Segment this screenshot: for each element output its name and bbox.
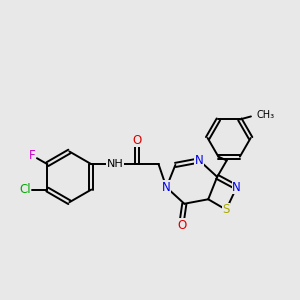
Text: F: F <box>29 149 36 162</box>
Text: CH₃: CH₃ <box>256 110 274 120</box>
Text: O: O <box>177 219 187 232</box>
Text: N: N <box>232 181 241 194</box>
Text: O: O <box>132 134 142 147</box>
Text: Cl: Cl <box>19 183 31 196</box>
Text: S: S <box>223 203 230 216</box>
Text: N: N <box>195 154 204 167</box>
Text: NH: NH <box>107 159 124 169</box>
Text: N: N <box>162 181 171 194</box>
